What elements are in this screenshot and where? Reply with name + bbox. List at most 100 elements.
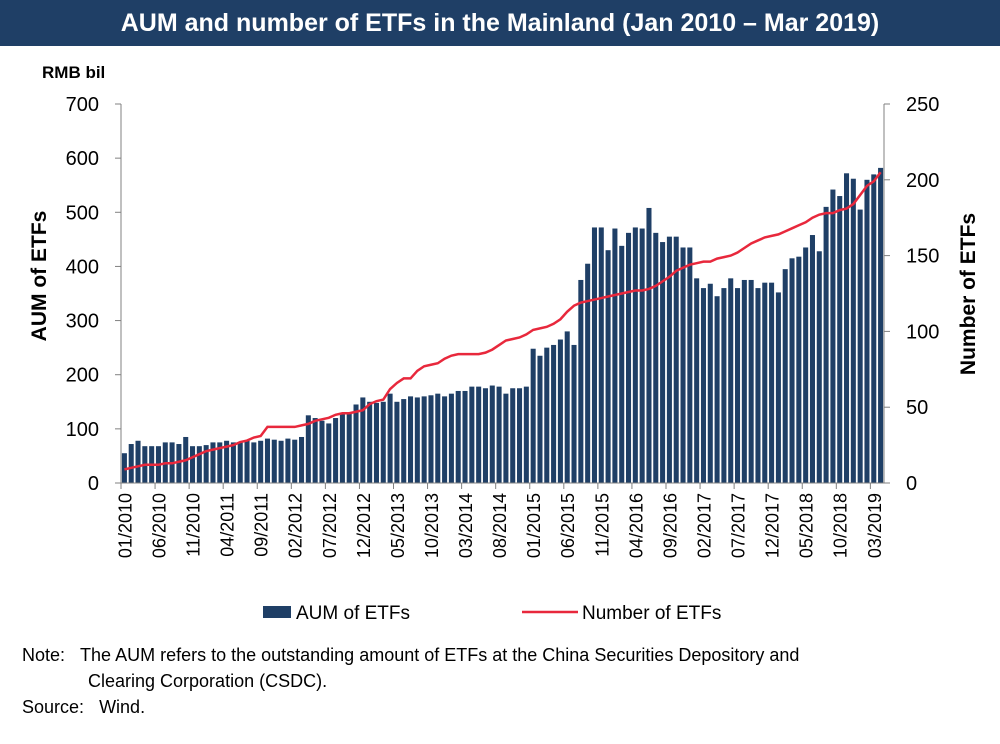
x-tick-label: 03/2014 (456, 493, 476, 558)
aum-bar (612, 228, 618, 483)
aum-bar (632, 227, 638, 483)
aum-bar (496, 386, 502, 483)
x-tick-label: 02/2012 (286, 493, 306, 558)
aum-bar (176, 444, 182, 483)
aum-bar (653, 232, 659, 483)
aum-bar (530, 348, 536, 483)
aum-bar (196, 446, 202, 483)
aum-bar (700, 288, 706, 483)
legend-label-count: Number of ETFs (582, 603, 721, 624)
aum-bar (782, 269, 788, 483)
aum-bar (755, 288, 761, 483)
etf-count-line (124, 171, 882, 471)
right-tick-label: 50 (906, 397, 928, 419)
left-axis-title: AUM of ETFs (28, 211, 51, 342)
right-tick-label: 100 (906, 321, 939, 343)
aum-bar (333, 418, 339, 483)
aum-bar (319, 420, 325, 483)
right-tick-label: 0 (906, 473, 917, 495)
aum-bar (639, 228, 645, 483)
aum-bar (837, 196, 843, 484)
aum-bar (523, 386, 529, 483)
aum-bar (762, 282, 768, 483)
aum-bar (598, 227, 604, 483)
aum-bar (830, 189, 836, 484)
x-tick-label: 06/2010 (149, 493, 169, 558)
aum-bar (401, 399, 407, 483)
left-unit-label: RMB bil (42, 63, 105, 82)
source-label: Source: (22, 697, 85, 717)
note: Note: The AUM refers to the outstanding … (22, 642, 799, 694)
aum-bar (339, 412, 345, 483)
aum-bar (346, 412, 352, 483)
left-tick-label: 0 (88, 473, 99, 495)
aum-bar (510, 388, 516, 483)
left-tick-label: 200 (66, 365, 99, 387)
aum-bar (721, 288, 727, 483)
aum-bar (871, 174, 877, 483)
aum-bars (121, 167, 884, 484)
aum-bar (353, 404, 359, 483)
note-label: Note: (22, 645, 66, 665)
aum-bar (796, 256, 802, 483)
aum-bar (482, 388, 488, 483)
aum-bar (714, 296, 720, 483)
aum-bar (673, 236, 679, 483)
legend-label-aum: AUM of ETFs (296, 603, 410, 624)
x-tick-label: 03/2019 (865, 493, 885, 558)
aum-bar (578, 279, 584, 483)
aum-bar (537, 355, 543, 483)
aum-bar (551, 344, 557, 483)
aum-bar (230, 442, 236, 483)
x-tick-label: 01/2015 (524, 493, 544, 558)
aum-bar (408, 396, 414, 483)
x-tick-label: 04/2016 (626, 493, 646, 558)
legend-bar-swatch (263, 606, 291, 618)
aum-bar (707, 283, 713, 483)
x-tick-label: 11/2010 (184, 493, 204, 557)
aum-bar (237, 442, 243, 483)
aum-bar (455, 390, 461, 483)
aum-bar (850, 178, 856, 483)
aum-bar (414, 397, 420, 483)
x-tick-label: 10/2018 (831, 493, 851, 558)
legend: AUM of ETFs Number of ETFs (263, 603, 721, 624)
x-tick-label: 07/2012 (320, 493, 340, 558)
aum-bar (251, 442, 257, 483)
x-axis: 01/2010 06/2010 11/2010 04/2011 09/2011 02/20… (115, 483, 885, 558)
x-tick-label: 07/2017 (729, 493, 749, 558)
aum-bar (735, 288, 741, 483)
note-line-2: Clearing Corporation (CSDC). (88, 671, 328, 691)
aum-bar (135, 440, 141, 483)
x-tick-label: 06/2015 (558, 493, 578, 558)
aum-bar (564, 331, 570, 483)
aum-bar (646, 207, 652, 483)
aum-bar (244, 440, 250, 483)
aum-bar (864, 179, 870, 484)
aum-bar (203, 445, 209, 483)
aum-bar (503, 393, 509, 483)
aum-bar (210, 442, 216, 483)
aum-bar (442, 396, 448, 483)
right-y-axis: 0 50 100 150 200 250 (884, 94, 939, 495)
x-tick-label: 11/2015 (592, 493, 612, 557)
aum-bar (687, 247, 693, 483)
aum-bar (789, 258, 795, 483)
aum-bar (312, 418, 318, 483)
aum-bar (373, 402, 379, 483)
x-tick-label: 01/2010 (115, 493, 135, 558)
x-tick-label: 10/2013 (422, 493, 442, 558)
aum-bar (278, 440, 284, 483)
axis-lines (120, 104, 885, 484)
aum-bar (571, 344, 577, 483)
aum-bar (299, 436, 305, 483)
x-tick-label: 02/2017 (694, 493, 714, 558)
dual-axis-chart: RMB bil 0 100 200 300 400 500 600 700 0 50 100 150… (28, 63, 980, 624)
aum-bar (844, 173, 850, 484)
left-tick-label: 500 (66, 202, 99, 224)
aum-bar (728, 278, 734, 483)
aum-bar (626, 232, 632, 483)
x-tick-label: 05/2018 (797, 493, 817, 558)
note-line-1: The AUM refers to the outstanding amount… (80, 645, 800, 665)
left-tick-label: 700 (66, 94, 99, 116)
